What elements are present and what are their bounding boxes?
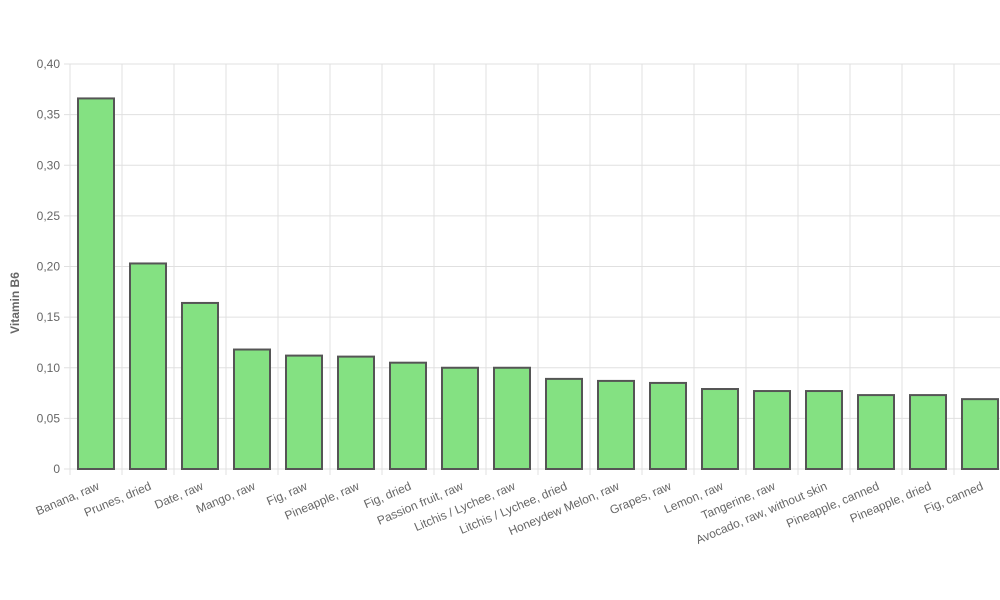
y-tick-label: 0,20 bbox=[37, 260, 61, 274]
y-tick-label: 0,15 bbox=[37, 310, 61, 324]
y-tick-label: 0,25 bbox=[37, 209, 61, 223]
y-axis-label: Vitamin B6 bbox=[8, 272, 22, 334]
bar bbox=[389, 361, 427, 470]
bar bbox=[649, 381, 687, 470]
bar bbox=[961, 398, 999, 471]
y-tick-label: 0,10 bbox=[37, 361, 61, 375]
bar bbox=[337, 355, 375, 470]
y-tick-label: 0,30 bbox=[37, 158, 61, 172]
bar bbox=[285, 354, 323, 471]
bar bbox=[753, 390, 791, 471]
y-tick-label: 0,40 bbox=[37, 57, 61, 71]
x-tick-label: Mango, raw bbox=[194, 479, 257, 517]
y-tick-label: 0,35 bbox=[37, 108, 61, 122]
bar bbox=[441, 366, 479, 470]
bar bbox=[77, 97, 115, 471]
y-tick-label: 0 bbox=[53, 462, 60, 476]
y-tick-label: 0,05 bbox=[37, 411, 61, 425]
bar bbox=[701, 388, 739, 471]
x-tick-label: Fig, canned bbox=[922, 479, 985, 516]
bar bbox=[545, 377, 583, 471]
bar bbox=[233, 348, 271, 470]
bar bbox=[181, 301, 219, 471]
bar bbox=[129, 262, 167, 470]
bar bbox=[805, 390, 843, 471]
bar bbox=[857, 394, 895, 470]
bar bbox=[909, 394, 947, 470]
bar bbox=[493, 366, 531, 470]
bar bbox=[597, 379, 635, 471]
